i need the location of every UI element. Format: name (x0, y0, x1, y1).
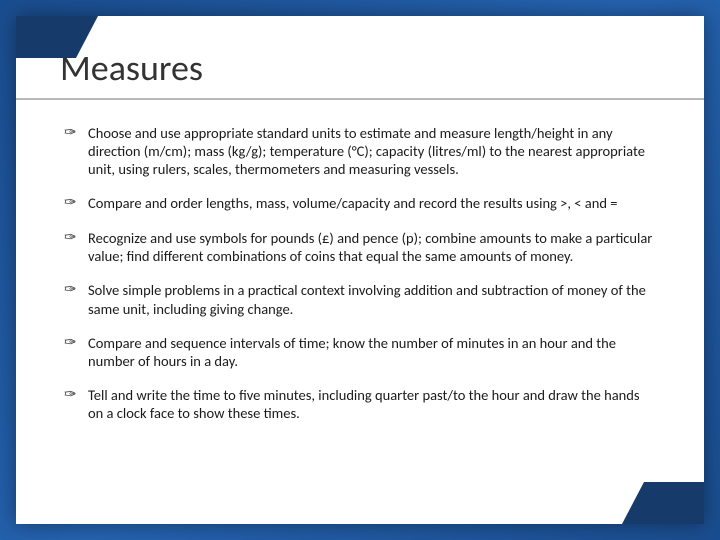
bullet-list: ✑ Choose and use appropriate standard un… (64, 124, 656, 422)
list-item: ✑ Compare and order lengths, mass, volum… (64, 194, 656, 213)
list-item: ✑ Choose and use appropriate standard un… (64, 124, 656, 178)
slide-frame: Measures ✑ Choose and use appropriate st… (16, 16, 704, 524)
bullet-icon: ✑ (64, 334, 88, 353)
corner-accent-bottom-right (644, 482, 704, 524)
list-item: ✑ Recognize and use symbols for pounds (… (64, 229, 656, 265)
bullet-text: Tell and write the time to five minutes,… (88, 386, 656, 422)
bullet-icon: ✑ (64, 124, 88, 143)
corner-accent-top-left (16, 16, 76, 58)
slide-content: Measures ✑ Choose and use appropriate st… (64, 46, 656, 494)
bullet-icon: ✑ (64, 386, 88, 405)
slide-title: Measures (60, 46, 656, 90)
bullet-text: Solve simple problems in a practical con… (88, 281, 656, 317)
bullet-icon: ✑ (64, 281, 88, 300)
bullet-text: Compare and sequence intervals of time; … (88, 334, 656, 370)
bullet-text: Choose and use appropriate standard unit… (88, 124, 656, 178)
bullet-text: Recognize and use symbols for pounds (£)… (88, 229, 656, 265)
list-item: ✑ Compare and sequence intervals of time… (64, 334, 656, 370)
list-item: ✑ Solve simple problems in a practical c… (64, 281, 656, 317)
title-underline (16, 98, 704, 100)
bullet-icon: ✑ (64, 194, 88, 213)
list-item: ✑ Tell and write the time to five minute… (64, 386, 656, 422)
bullet-text: Compare and order lengths, mass, volume/… (88, 194, 656, 212)
bullet-icon: ✑ (64, 229, 88, 248)
